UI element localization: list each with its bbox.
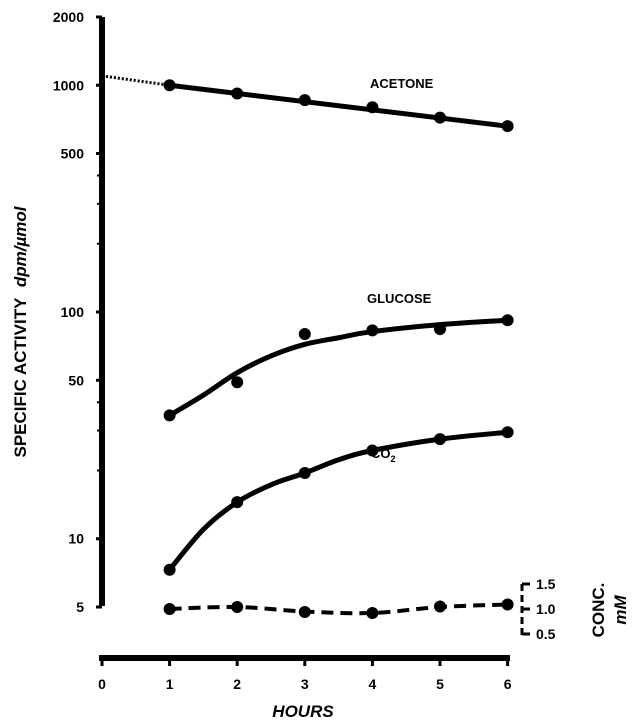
data-point bbox=[231, 87, 244, 100]
data-point bbox=[434, 111, 446, 124]
series-label-glucose: GLUCOSE bbox=[367, 291, 432, 306]
conc-ticks: 1.5 1.0 0.5 bbox=[522, 576, 556, 642]
data-point bbox=[231, 601, 244, 613]
conc-tick-label: 0.5 bbox=[536, 626, 556, 642]
y-tick-label: 50 bbox=[68, 372, 84, 388]
y-axis-title: SPECIFIC ACTIVITY dpm/µmol bbox=[11, 205, 30, 457]
x-tick-label: 5 bbox=[436, 676, 444, 692]
x-tick-label: 0 bbox=[98, 676, 106, 692]
data-point bbox=[501, 426, 514, 439]
data-point bbox=[434, 600, 446, 613]
data-point bbox=[231, 496, 244, 509]
data-point bbox=[434, 323, 446, 336]
data-point bbox=[366, 607, 379, 619]
series-0 bbox=[101, 74, 514, 133]
x-tick-label: 3 bbox=[301, 676, 309, 692]
co2-label-main: CO bbox=[371, 446, 391, 461]
fit-line bbox=[169, 82, 508, 129]
fit-line bbox=[167, 429, 508, 572]
y-tick-label: 500 bbox=[61, 146, 85, 162]
data-point bbox=[366, 324, 379, 337]
series-label-co2: CO2 bbox=[371, 446, 396, 464]
fit-line bbox=[168, 317, 508, 418]
data-point bbox=[163, 563, 176, 576]
y-tick-label: 1000 bbox=[53, 77, 84, 93]
data-point bbox=[501, 598, 514, 611]
data-point bbox=[366, 101, 379, 114]
conc-axis-unit: mM bbox=[611, 595, 630, 625]
co2-label-subscript: 2 bbox=[391, 454, 396, 464]
x-axis-title: HOURS bbox=[272, 702, 334, 721]
x-tick-label: 6 bbox=[504, 676, 512, 692]
x-tick-label: 2 bbox=[233, 676, 241, 692]
series-label-acetone: ACETONE bbox=[370, 76, 434, 91]
data-point bbox=[366, 444, 379, 457]
y-tick-label: 2000 bbox=[53, 9, 84, 25]
data-point bbox=[501, 120, 514, 133]
y-axis-label: SPECIFIC ACTIVITY bbox=[11, 297, 30, 458]
extrapolation-line bbox=[101, 74, 170, 87]
y-tick-label: 10 bbox=[68, 531, 84, 547]
fit-line bbox=[169, 602, 508, 616]
series-2 bbox=[163, 426, 514, 576]
conc-tick-label: 1.0 bbox=[536, 601, 556, 617]
y-axis-unit: dpm/µmol bbox=[11, 205, 30, 287]
series-3 bbox=[163, 598, 514, 619]
data-point bbox=[231, 376, 244, 389]
data-point bbox=[298, 94, 311, 107]
conc-tick-label: 1.5 bbox=[536, 576, 556, 592]
data-point bbox=[501, 314, 514, 327]
x-tick-label: 1 bbox=[166, 676, 174, 692]
data-point bbox=[434, 433, 446, 446]
conc-axis-label: CONC. bbox=[589, 583, 608, 638]
y-tick-label: 100 bbox=[61, 304, 85, 320]
data-point bbox=[163, 79, 176, 92]
data-point bbox=[298, 606, 311, 618]
data-point bbox=[298, 327, 311, 340]
series-layer bbox=[101, 74, 514, 619]
y-ticks: 5 10 50 100 500 1000 2000 bbox=[53, 9, 102, 615]
x-tick-label: 4 bbox=[369, 676, 377, 692]
data-point bbox=[163, 409, 176, 422]
data-point bbox=[298, 466, 311, 479]
y-tick-label: 5 bbox=[76, 599, 84, 615]
series-1 bbox=[163, 314, 514, 422]
data-point bbox=[163, 603, 176, 615]
x-ticks: 0 1 2 3 4 5 6 bbox=[98, 658, 512, 692]
